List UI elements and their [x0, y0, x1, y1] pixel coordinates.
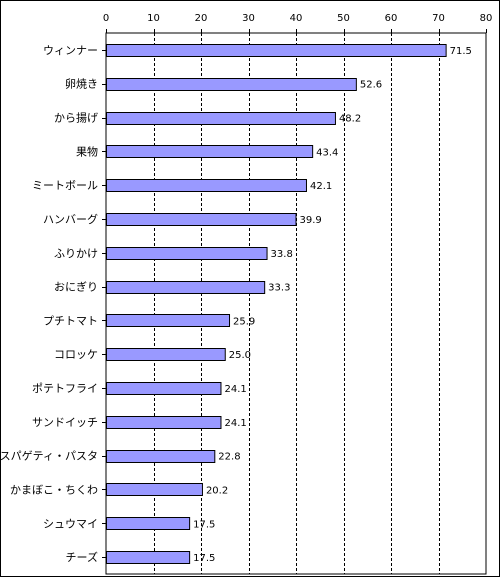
bar: [106, 213, 297, 226]
x-tick-label: 80: [480, 13, 493, 24]
value-label: 33.3: [268, 283, 290, 294]
bar: [106, 314, 231, 327]
value-label: 71.5: [450, 46, 472, 57]
category-label: かまぼこ・ちくわ: [10, 483, 98, 496]
x-tick-label: 30: [242, 13, 255, 24]
category-label: サンドイッチ: [32, 416, 98, 429]
value-label: 52.6: [360, 80, 382, 91]
x-tick-label: 20: [195, 13, 208, 24]
bar: [106, 416, 222, 429]
category-label: シュウマイ: [43, 517, 98, 530]
category-label: 卵焼き: [65, 78, 98, 91]
value-label: 43.4: [316, 147, 338, 158]
value-label: 24.1: [224, 418, 246, 429]
value-label: 25.9: [233, 316, 255, 327]
bar: [106, 112, 336, 125]
category-label: ハンバーグ: [43, 212, 98, 226]
bar: [106, 483, 203, 496]
x-tick-label: 0: [103, 13, 109, 24]
category-label: から揚げ: [54, 112, 98, 125]
bar: [106, 78, 357, 91]
x-tick-label: 60: [385, 13, 398, 24]
bar: [106, 44, 447, 57]
bar: [106, 281, 266, 294]
category-label: ミートボール: [32, 179, 98, 192]
category-label: ふりかけ: [54, 247, 98, 260]
bar: [106, 179, 307, 192]
category-label: 果物: [76, 144, 98, 158]
value-label: 24.1: [224, 384, 246, 395]
value-label: 39.9: [300, 215, 322, 226]
category-label: ウィンナー: [43, 44, 98, 57]
value-label: 48.2: [339, 114, 361, 125]
x-tick-label: 10: [147, 13, 160, 24]
value-label: 20.2: [206, 485, 228, 496]
x-tick-label: 40: [290, 13, 303, 24]
x-tick-label: 70: [432, 13, 445, 24]
value-label: 25.0: [229, 350, 251, 361]
bar: [106, 517, 191, 530]
bar: [106, 348, 226, 361]
bar: [106, 247, 268, 260]
category-label: チーズ: [66, 550, 98, 564]
bar: [106, 450, 216, 463]
value-label: 17.5: [193, 553, 215, 564]
value-label: 42.1: [310, 181, 332, 192]
bar: [106, 551, 191, 564]
category-label: おにぎり: [54, 280, 98, 294]
value-label: 33.8: [271, 249, 293, 260]
x-tick-label: 50: [337, 13, 350, 24]
category-label: プチトマト: [43, 314, 98, 327]
category-label: コロッケ: [54, 348, 98, 361]
bar: [106, 382, 222, 395]
bar: [106, 145, 314, 158]
category-label: ポテトフライ: [32, 382, 98, 395]
value-label: 17.5: [193, 519, 215, 530]
value-label: 22.8: [218, 452, 240, 463]
category-label: スパゲティ・パスタ: [0, 450, 98, 463]
